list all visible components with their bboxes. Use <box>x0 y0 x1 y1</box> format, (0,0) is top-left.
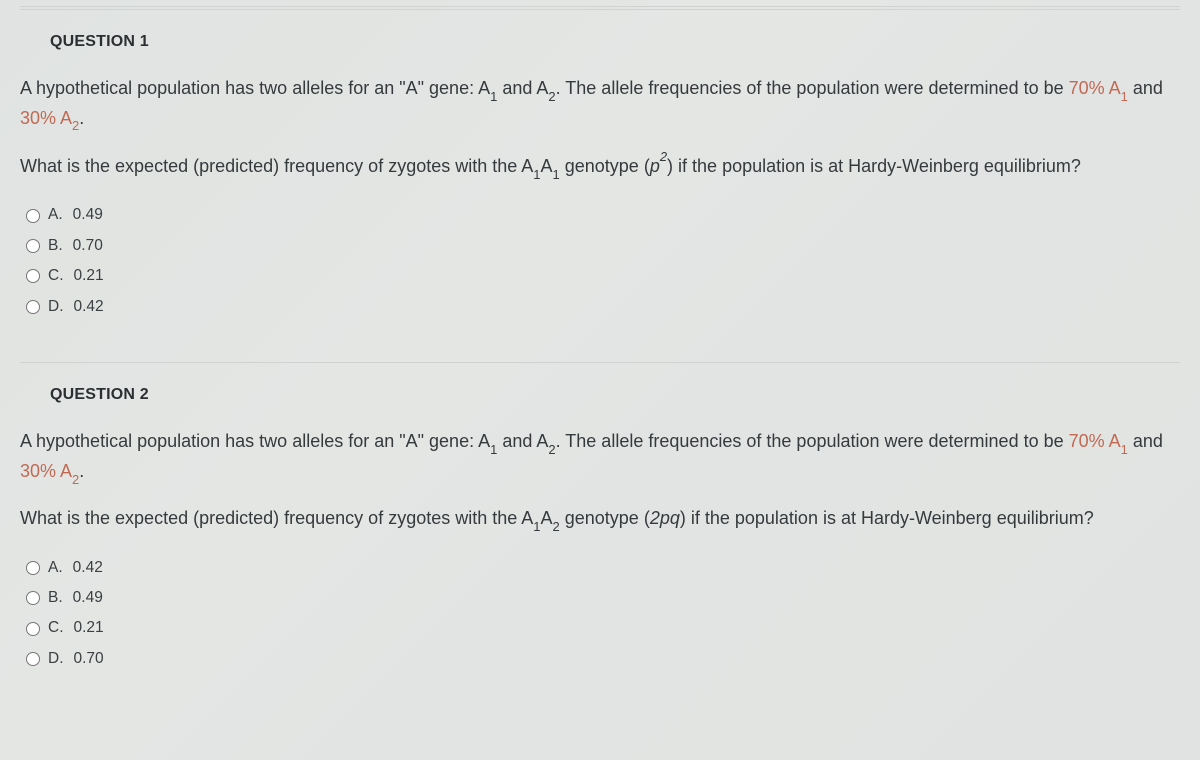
option-letter: A. <box>48 557 63 579</box>
option-letter: A. <box>48 204 63 226</box>
intro-prefix: A hypothetical population has two allele… <box>20 78 478 98</box>
intro-prefix: A hypothetical population has two allele… <box>20 431 478 451</box>
option-value: 0.42 <box>74 296 104 318</box>
options-group: A. 0.49 B. 0.70 C. 0.21 D. 0.42 <box>20 200 1180 322</box>
allele-2: A2 <box>536 431 555 451</box>
freq-1: 70% A1 <box>1069 431 1128 451</box>
question-stem: A hypothetical population has two allele… <box>20 75 1180 182</box>
symbol: 2pq <box>650 508 680 528</box>
radio-option-d[interactable] <box>26 652 40 666</box>
genotype: A1A1 <box>521 156 559 176</box>
q-prefix: What is the expected (predicted) frequen… <box>20 156 521 176</box>
question-block-1: QUESTION 1 A hypothetical population has… <box>20 9 1180 362</box>
question-heading: QUESTION 2 <box>20 383 1180 406</box>
radio-option-c[interactable] <box>26 622 40 636</box>
freq-2: 30% A2 <box>20 108 79 128</box>
options-group: A. 0.42 B. 0.49 C. 0.21 D. 0.70 <box>20 553 1180 675</box>
option-letter: C. <box>48 265 64 287</box>
option-letter: D. <box>48 648 64 670</box>
question-stem: A hypothetical population has two allele… <box>20 428 1180 534</box>
option-value: 0.21 <box>74 617 104 639</box>
option-b[interactable]: B. 0.70 <box>20 231 1180 261</box>
option-value: 0.70 <box>73 235 103 257</box>
allele-1: A1 <box>478 78 497 98</box>
q-mid: genotype ( <box>560 156 650 176</box>
intro-and: and <box>497 431 536 451</box>
question-paragraph: What is the expected (predicted) frequen… <box>20 152 1180 182</box>
option-c[interactable]: C. 0.21 <box>20 261 1180 291</box>
question-paragraph: What is the expected (predicted) frequen… <box>20 505 1180 534</box>
option-value: 0.42 <box>73 557 103 579</box>
question-block-2: QUESTION 2 A hypothetical population has… <box>20 362 1180 714</box>
q-prefix: What is the expected (predicted) frequen… <box>20 508 521 528</box>
option-value: 0.70 <box>74 648 104 670</box>
intro-paragraph: A hypothetical population has two allele… <box>20 75 1180 134</box>
option-a[interactable]: A. 0.49 <box>20 200 1180 230</box>
option-d[interactable]: D. 0.42 <box>20 292 1180 322</box>
option-letter: B. <box>48 587 63 609</box>
intro-suffix: . The allele frequencies of the populati… <box>556 431 1069 451</box>
genotype: A1A2 <box>521 508 559 528</box>
radio-option-b[interactable] <box>26 591 40 605</box>
radio-option-a[interactable] <box>26 561 40 575</box>
option-b[interactable]: B. 0.49 <box>20 583 1180 613</box>
option-d[interactable]: D. 0.70 <box>20 644 1180 674</box>
q-suffix: ) if the population is at Hardy-Weinberg… <box>680 508 1094 528</box>
radio-option-d[interactable] <box>26 300 40 314</box>
q-mid: genotype ( <box>560 508 650 528</box>
option-letter: B. <box>48 235 63 257</box>
option-value: 0.21 <box>74 265 104 287</box>
symbol: p2 <box>650 156 667 176</box>
allele-1: A1 <box>478 431 497 451</box>
q-suffix: ) if the population is at Hardy-Weinberg… <box>667 156 1081 176</box>
intro-suffix: . The allele frequencies of the populati… <box>556 78 1069 98</box>
option-c[interactable]: C. 0.21 <box>20 613 1180 643</box>
radio-option-a[interactable] <box>26 209 40 223</box>
freq-2: 30% A2 <box>20 461 79 481</box>
option-a[interactable]: A. 0.42 <box>20 553 1180 583</box>
radio-option-c[interactable] <box>26 269 40 283</box>
freq-join: and <box>1128 431 1163 451</box>
option-letter: C. <box>48 617 64 639</box>
intro-paragraph: A hypothetical population has two allele… <box>20 428 1180 487</box>
radio-option-b[interactable] <box>26 239 40 253</box>
allele-2: A2 <box>536 78 555 98</box>
question-heading: QUESTION 1 <box>20 30 1180 53</box>
freq-join: and <box>1128 78 1163 98</box>
option-value: 0.49 <box>73 587 103 609</box>
intro-and: and <box>497 78 536 98</box>
top-rule <box>20 6 1180 7</box>
option-value: 0.49 <box>73 204 103 226</box>
freq-1: 70% A1 <box>1069 78 1128 98</box>
quiz-sheet: QUESTION 1 A hypothetical population has… <box>0 6 1200 734</box>
option-letter: D. <box>48 296 64 318</box>
